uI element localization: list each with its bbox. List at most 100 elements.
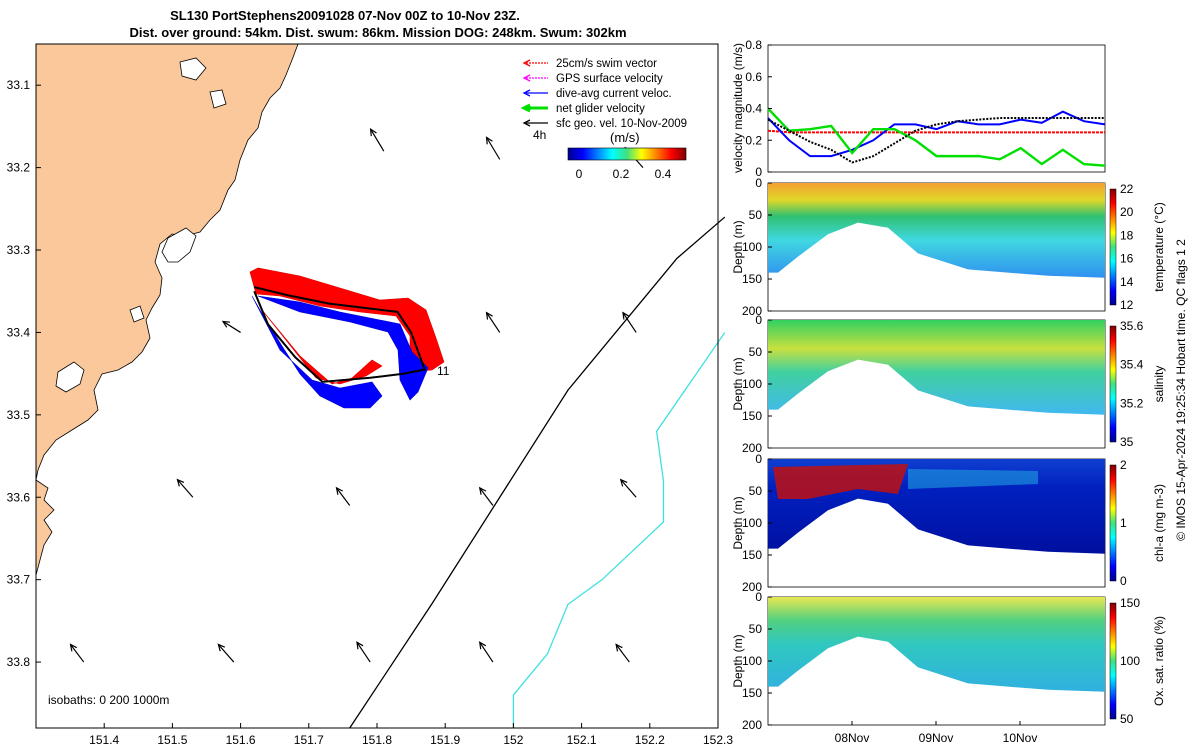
velocity-ylabel: velocity magnitude (m/s) [731,43,745,173]
map-y-tick-label: 33.2 [7,161,31,175]
section-y-tick-label: 0 [755,590,762,604]
map-panel: 11 151.4 151.5 151.6 151.7 151.8 151.9 152 152.… [7,43,733,747]
section-field [768,320,1105,415]
section-y-tick-label: 0 [755,452,762,466]
map-y-tick-label: 33.3 [7,243,31,257]
section-colorbar-tick-label: 12 [1120,298,1134,312]
velocity-y-axis: 0 0.2 0.4 0.6 0.8 [745,38,772,179]
map-legend: 25cm/s swim vector GPS surface velocity di… [520,58,687,130]
geo-arrow [69,643,85,663]
section-colorbar-tick-label: 35.6 [1120,319,1144,333]
colorbar-tick-label: 0.4 [655,167,672,181]
section-y-tick-label: 100 [742,240,762,254]
section-colorbar-label: temperature (°C) [1152,202,1166,292]
geo-arrow [615,643,630,663]
colorbar-tick-label: 0.2 [613,167,630,181]
section-salinity: Depth (m) 0 50 100 150 200 35 35.2 35.4 35.6 salin… [731,313,1166,455]
section-colorbar-tick-label: 16 [1120,252,1134,266]
geo-arrow [485,311,501,333]
section-y-tick-label: 200 [742,580,762,594]
section-y-tick-label: 0 [755,313,762,327]
map-y-tick-label: 33.8 [7,655,31,669]
speed-colorbar [567,147,687,161]
map-x-tick-label: 151.6 [226,733,256,747]
section-colorbar-tick-label: 50 [1120,712,1134,726]
map-y-tick-label: 33.5 [7,408,31,422]
glider-track [253,286,427,383]
map-x-tick-label: 151.4 [89,733,119,747]
section-temperature: Depth (m) 0 50 100 150 200 12 14 16 18 20 22 tempera… [731,176,1166,318]
section-colorbar [1109,325,1117,443]
section-y-tick-label: 200 [742,718,762,732]
isobath-1000m [512,332,726,728]
geo-arrow [619,478,637,498]
velocity-line-dive-avg [767,110,1106,158]
velocity-series [767,107,1106,167]
section-colorbar-label: salinity [1152,366,1166,403]
section-y-tick-label: 200 [742,304,762,318]
geo-arrow [356,641,371,663]
isobath-200m [349,216,726,729]
legend-label: dive-avg current veloc. [556,88,672,100]
geo-arrow [369,127,385,152]
section-y-tick-label: 100 [742,654,762,668]
map-x-tick-label: 152 [503,733,523,747]
legend-label: sfc geo. vel. 10-Nov-2009 [556,118,687,130]
section-y-tick-label: 0 [755,176,762,190]
legend-label: net glider velocity [556,103,645,115]
section-colorbar-tick-label: 100 [1120,654,1140,668]
colorbar-4h-label: 4h [533,128,546,142]
section-colorbar-label: Ox. sat. ratio (%) [1152,616,1166,706]
track-label: 11 [437,364,450,378]
section-field [768,597,1105,692]
section-y-tick-label: 200 [742,441,762,455]
title-line-2: Dist. over ground: 54km. Dist. swum: 86k… [129,25,626,40]
section-colorbar [1109,464,1117,582]
geo-arrow [478,486,494,506]
geo-arrow [485,136,501,160]
section-y-tick-label: 50 [749,345,763,359]
coastline-land [35,43,299,481]
section-chl-a: Depth (m) 0 50 100 150 200 0 1 2 chl-a (mg m-3) [731,452,1166,594]
section-y-tick-label: 150 [742,272,762,286]
coastline-land-south [35,479,55,576]
section-y-tick-label: 100 [742,377,762,391]
title-line-1: SL130 PortStephens20091028 07-Nov 00Z to… [170,8,520,23]
footer-credit: © IMOS 15-Apr-2024 19:25:34 Hobart time.… [1174,239,1188,541]
isobath-label: isobaths: 0 200 1000m [48,693,169,707]
legend-item: 25cm/s swim vector [522,58,657,70]
map-x-tick-label: 152.3 [703,733,733,747]
section-field [768,183,1105,278]
section-ylabel: Depth (m) [731,634,745,687]
velocity-y-tick-label: 0.4 [745,102,762,116]
geo-arrow [217,643,235,663]
section-y-tick-label: 150 [742,548,762,562]
map-x-tick-label: 151.7 [294,733,324,747]
map-y-tick-label: 33.1 [7,78,31,92]
legend-item: dive-avg current veloc. [522,88,672,100]
section-oxygen: Depth (m) 0 50 100 150 200 50 100 150 Ox. sat. ra… [731,590,1166,732]
map-y-axis: 33.1 33.2 33.3 33.4 33.5 33.6 33.7 33.8 [7,78,41,669]
section-y-tick-label: 50 [749,484,763,498]
map-x-axis: 151.4 151.5 151.6 151.7 151.8 151.9 152 152.1 15… [89,723,733,747]
velocity-y-tick-label: 0.2 [745,133,762,147]
colorbar-tick-label: 0 [576,167,583,181]
section-colorbar-label: chl-a (mg m-3) [1152,484,1166,562]
lake [161,227,197,263]
velocity-panel: 0 0.2 0.4 0.6 0.8 velocity magnitude (m/s) [731,38,1106,179]
section-colorbar-tick-label: 1 [1120,516,1127,530]
velocity-y-tick-label: 0.8 [745,38,762,52]
lake [179,57,207,81]
map-x-tick-label: 151.8 [362,733,392,747]
section-colorbar [1109,188,1117,306]
chl-subsurface-patch [908,469,1038,489]
section-colorbar-tick-label: 35 [1120,435,1134,449]
speed-colorbar-ticks: 0 0.2 0.4 [576,167,672,181]
section-y-tick-label: 50 [749,208,763,222]
dive-avg-vector-band [257,295,429,401]
section-colorbar-tick-label: 35.2 [1120,396,1144,410]
geo-arrow [335,486,351,506]
geo-arrow [622,311,637,333]
